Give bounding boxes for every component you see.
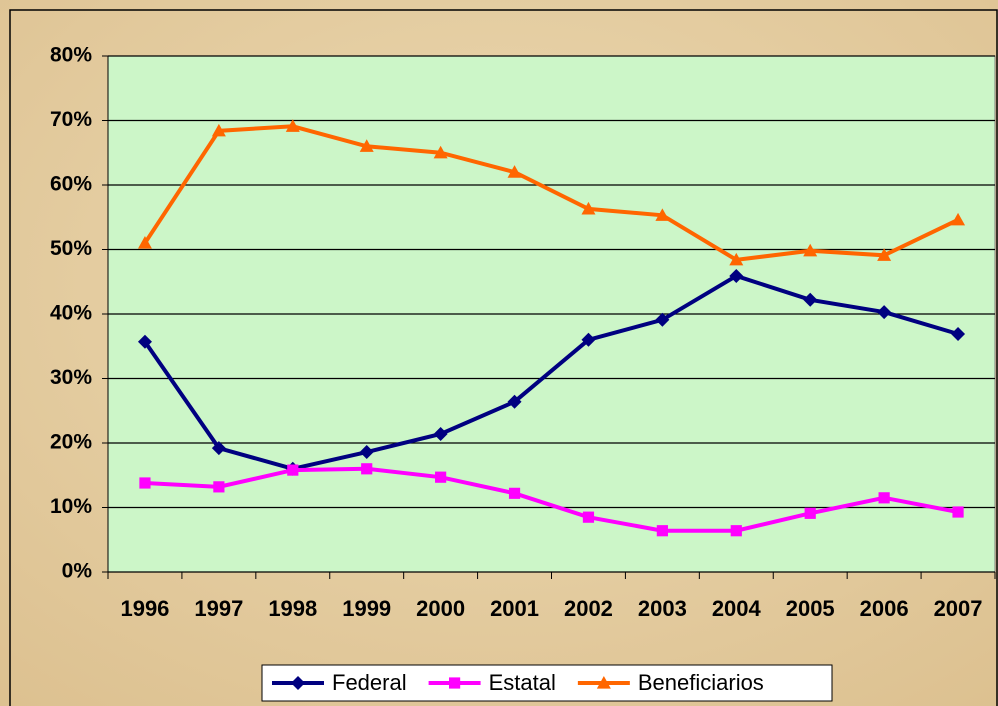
x-tick-label: 2000 <box>416 596 465 621</box>
y-tick-label: 40% <box>50 302 92 325</box>
marker <box>655 312 670 327</box>
series-line <box>143 124 959 262</box>
marker <box>729 268 744 283</box>
y-tick-label: 20% <box>50 431 92 454</box>
marker <box>804 507 816 519</box>
marker <box>137 236 152 249</box>
marker <box>656 525 668 537</box>
marker <box>951 212 966 226</box>
marker <box>433 426 448 441</box>
marker <box>582 511 595 523</box>
marker <box>878 492 890 504</box>
marker <box>359 139 374 152</box>
y-tick-label: 70% <box>50 108 92 131</box>
marker <box>581 201 596 215</box>
marker <box>285 119 300 132</box>
marker <box>433 145 448 159</box>
marker <box>952 506 964 518</box>
marker <box>137 334 152 349</box>
marker <box>877 248 892 261</box>
marker <box>211 441 226 456</box>
series-line <box>143 273 959 471</box>
legend-label: Federal <box>332 670 407 695</box>
x-tick-label: 1996 <box>120 596 169 621</box>
marker <box>211 123 226 137</box>
marker <box>655 208 670 221</box>
y-tick-label: 30% <box>50 366 92 389</box>
marker <box>213 481 225 493</box>
x-tick-label: 2006 <box>860 596 909 621</box>
marker <box>448 677 461 689</box>
marker <box>803 292 818 307</box>
y-tick-label: 50% <box>50 237 92 260</box>
y-tick-label: 0% <box>62 560 93 583</box>
x-tick-label: 1997 <box>194 596 243 621</box>
marker <box>729 252 744 266</box>
x-tick-label: 2004 <box>712 596 762 621</box>
x-tick-label: 2005 <box>786 596 835 621</box>
y-tick-label: 80% <box>50 44 92 67</box>
marker <box>359 445 374 460</box>
marker <box>507 394 522 409</box>
marker <box>581 332 596 347</box>
marker <box>803 243 818 257</box>
marker <box>730 525 742 537</box>
marker <box>596 676 611 689</box>
marker <box>361 463 373 475</box>
marker <box>507 165 522 178</box>
x-tick-label: 2007 <box>934 596 983 621</box>
marker <box>435 471 447 483</box>
x-tick-label: 2002 <box>564 596 613 621</box>
marker <box>291 676 305 690</box>
y-tick-label: 10% <box>50 495 92 518</box>
x-tick-label: 1998 <box>268 596 317 621</box>
x-tick-label: 1999 <box>342 596 391 621</box>
legend-box <box>261 664 833 702</box>
marker <box>877 305 892 320</box>
legend-label: Beneficiarios <box>638 670 764 695</box>
marker <box>951 326 966 341</box>
legend: Federal Estatal Beneficiarios <box>261 664 833 702</box>
marker <box>139 477 151 489</box>
y-tick-label: 60% <box>50 173 92 196</box>
chart-border <box>9 9 998 706</box>
marker <box>508 487 521 499</box>
legend-label: Estatal <box>489 670 556 695</box>
x-tick-label: 2001 <box>490 596 539 621</box>
series-line <box>144 466 959 533</box>
x-tick-label: 2003 <box>638 596 687 621</box>
marker <box>287 464 299 476</box>
